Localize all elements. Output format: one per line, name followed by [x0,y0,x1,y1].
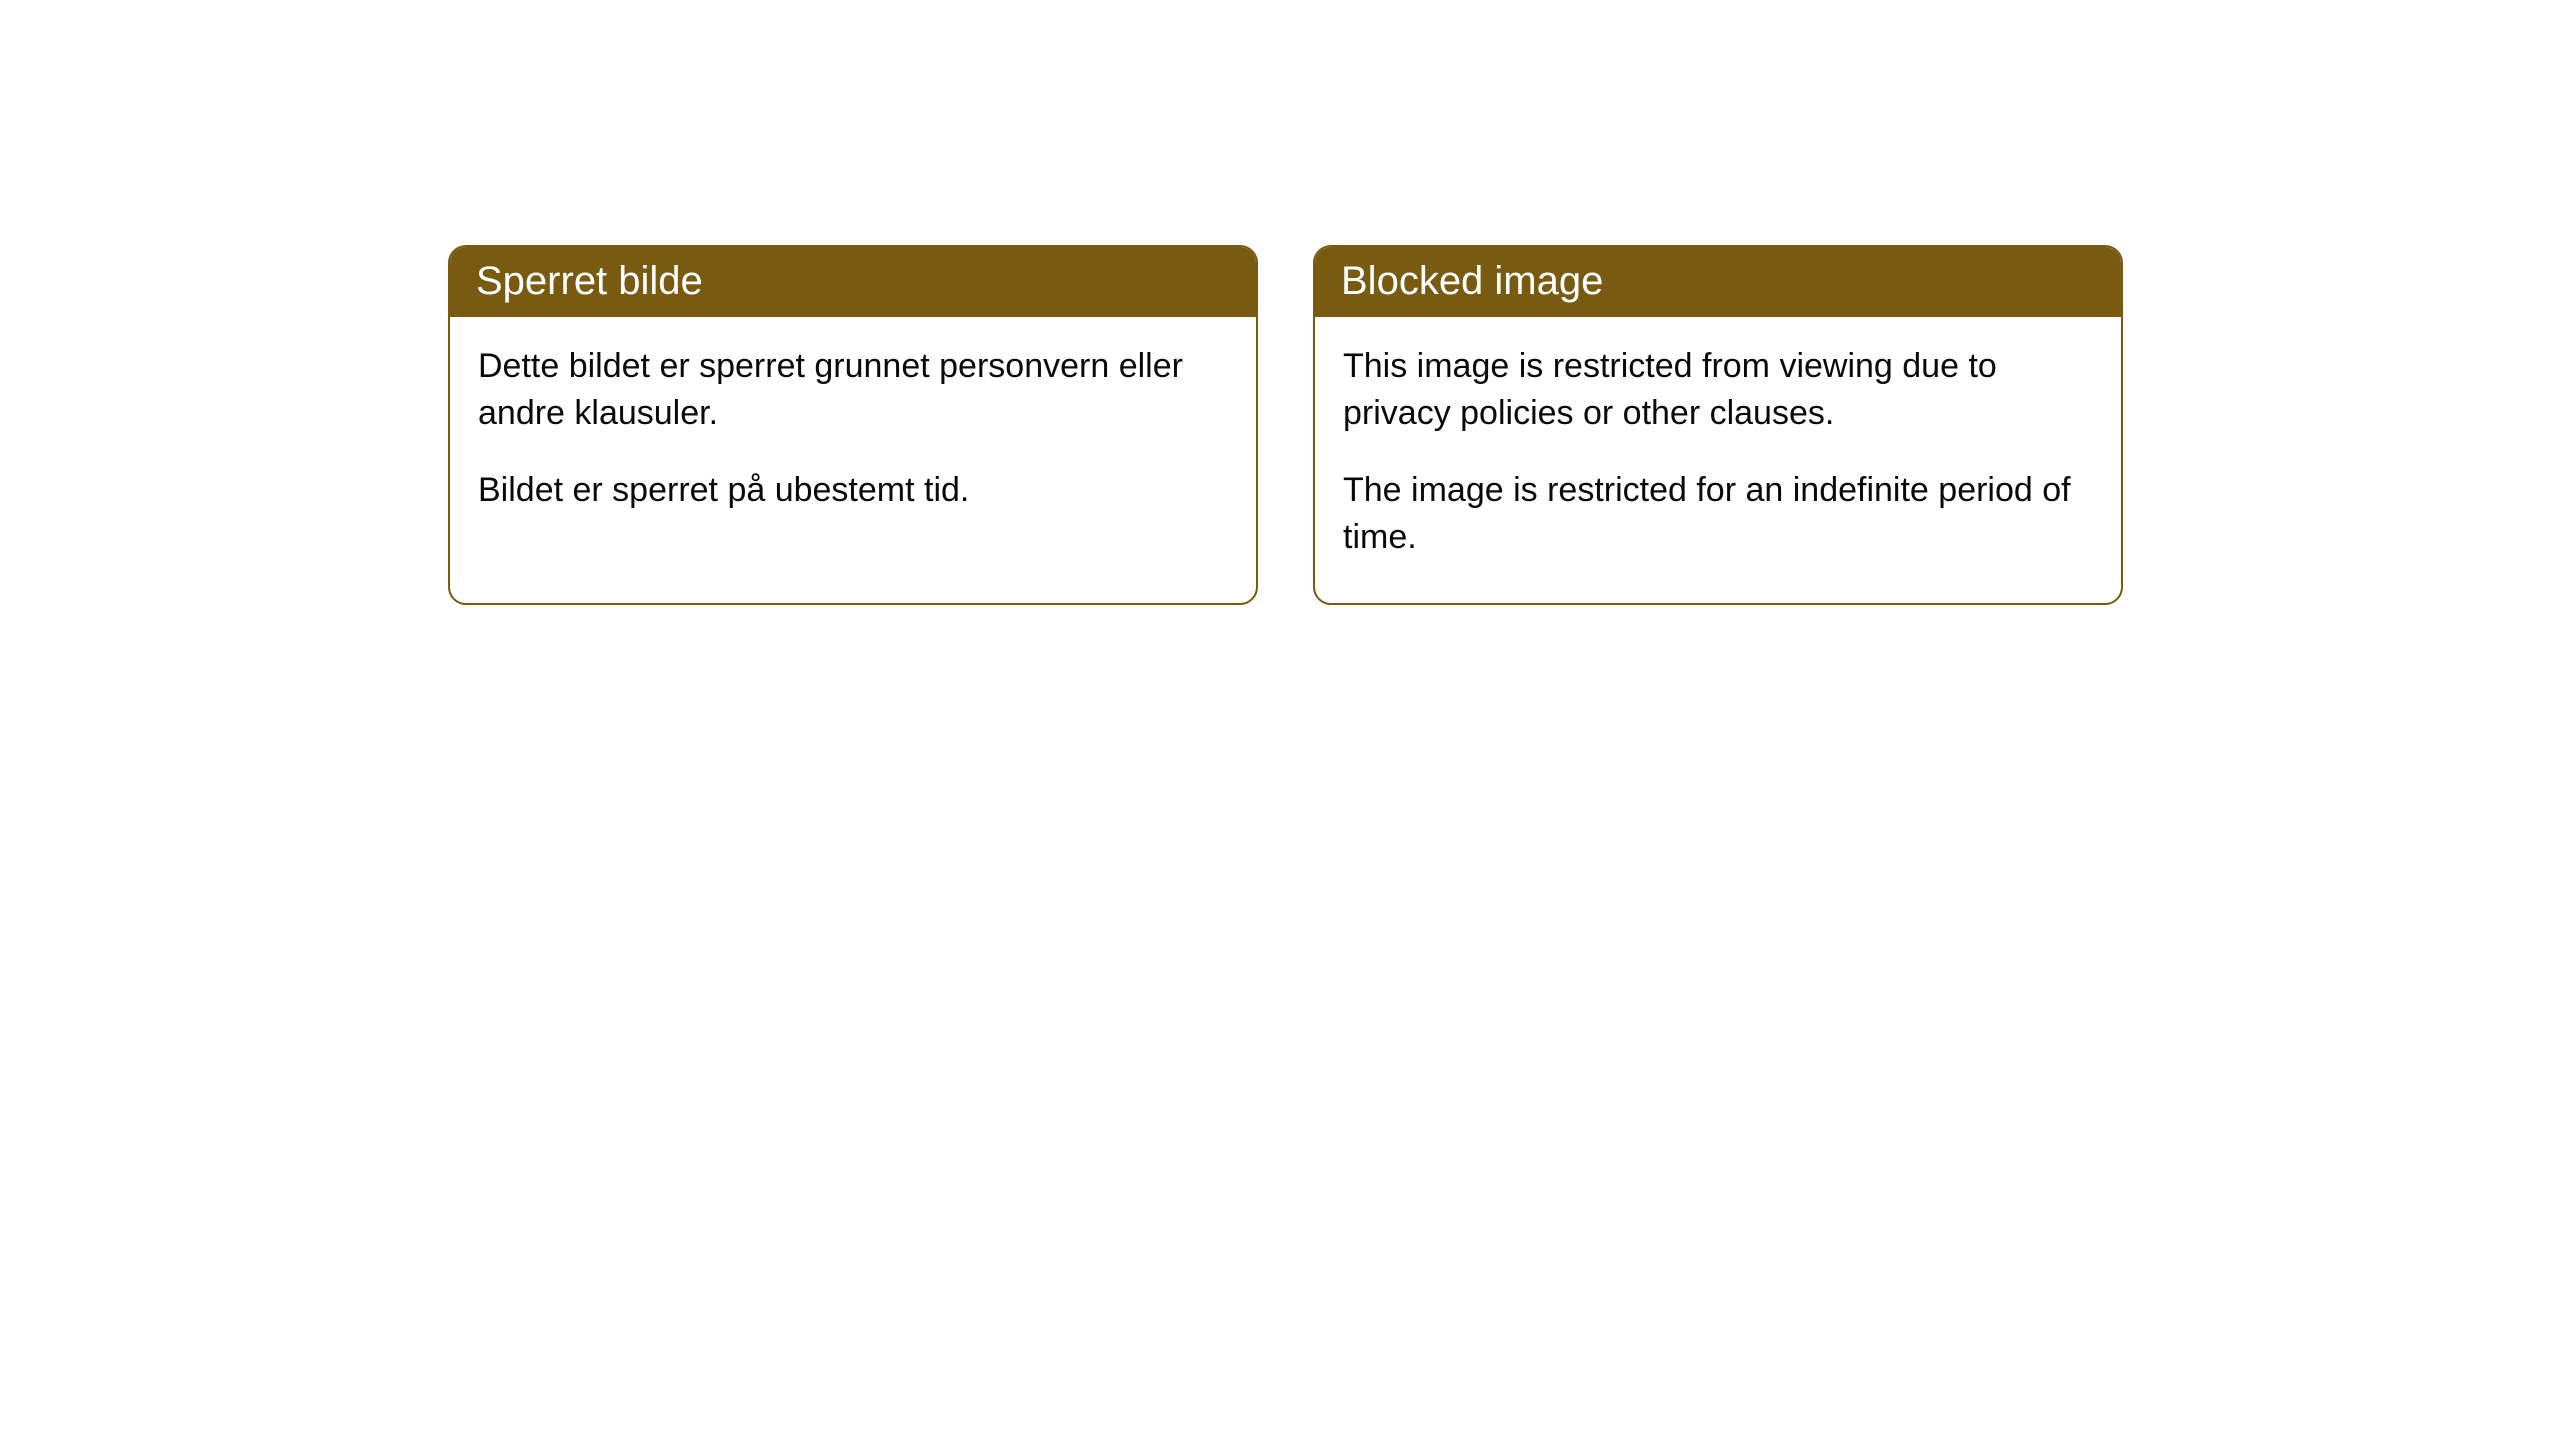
card-paragraph-1-english: This image is restricted from viewing du… [1343,343,2093,437]
card-english: Blocked image This image is restricted f… [1313,245,2123,605]
card-paragraph-2-english: The image is restricted for an indefinit… [1343,467,2093,561]
card-header-english: Blocked image [1315,247,2121,317]
card-norwegian: Sperret bilde Dette bildet er sperret gr… [448,245,1258,605]
card-paragraph-1-norwegian: Dette bildet er sperret grunnet personve… [478,343,1228,437]
card-body-english: This image is restricted from viewing du… [1315,317,2121,603]
card-paragraph-2-norwegian: Bildet er sperret på ubestemt tid. [478,467,1228,514]
cards-container: Sperret bilde Dette bildet er sperret gr… [0,0,2560,605]
card-header-norwegian: Sperret bilde [450,247,1256,317]
card-body-norwegian: Dette bildet er sperret grunnet personve… [450,317,1256,556]
